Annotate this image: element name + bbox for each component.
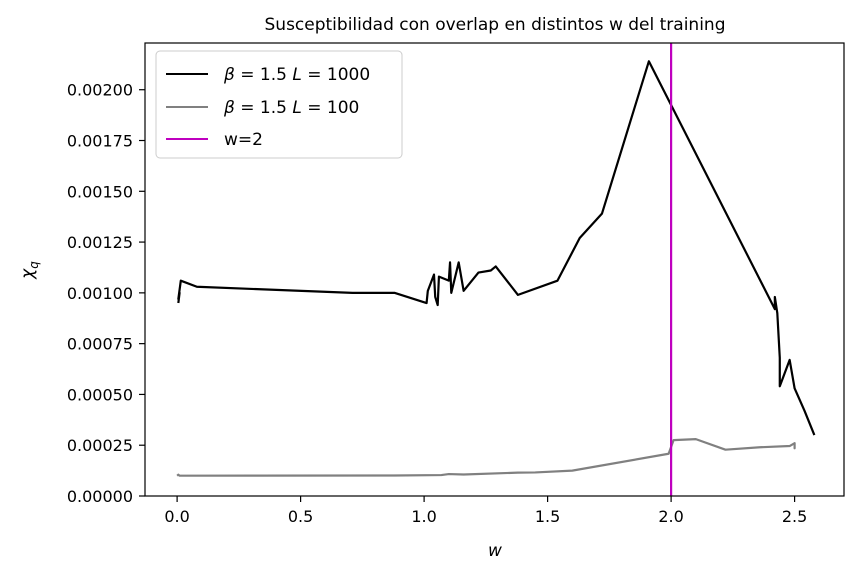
axis-ticks: 0.0 0.5 1.0 1.5 2.0 2.5 0.00000 0.00025 0.00050 0… [67, 81, 807, 526]
x-tick-label: 1.0 [411, 507, 436, 526]
axes-frame [144, 42, 845, 497]
x-tick-label: 2.5 [782, 507, 807, 526]
x-tick-label: 0.0 [164, 507, 189, 526]
y-tick-label: 0.00075 [67, 335, 133, 354]
chart-title: Susceptibilidad con overlap en distintos… [265, 15, 726, 35]
legend-label-l1000: β = 1.5 L = 1000 [223, 65, 370, 85]
series-line-0 [177, 60, 816, 436]
legend-label-l100: β = 1.5 L = 100 [223, 98, 359, 118]
legend-label-w2: w=2 [224, 130, 263, 150]
x-axis-label: w [488, 541, 502, 561]
y-tick-label: 0.00175 [67, 132, 133, 151]
legend-box [155, 50, 403, 159]
y-tick-label: 0.00000 [67, 487, 133, 506]
x-tick-label: 2.0 [658, 507, 683, 526]
y-tick-label: 0.00125 [67, 233, 133, 252]
y-tick-label: 0.00025 [67, 436, 133, 455]
y-tick-label: 0.00200 [67, 81, 133, 100]
y-tick-label: 0.00100 [67, 284, 133, 303]
y-axis-label: χq [18, 261, 41, 280]
legend: β = 1.5 L = 1000 β = 1.5 L = 100 w=2 [155, 50, 403, 159]
series-line-1 [176, 438, 796, 477]
x-tick-label: 1.5 [535, 507, 560, 526]
x-tick-label: 0.5 [288, 507, 313, 526]
y-axis-label-sub: q [27, 261, 41, 269]
plot-area [176, 43, 816, 496]
y-tick-label: 0.00150 [67, 182, 133, 201]
y-tick-label: 0.00050 [67, 385, 133, 404]
y-axis-label-main: χ [18, 268, 38, 280]
